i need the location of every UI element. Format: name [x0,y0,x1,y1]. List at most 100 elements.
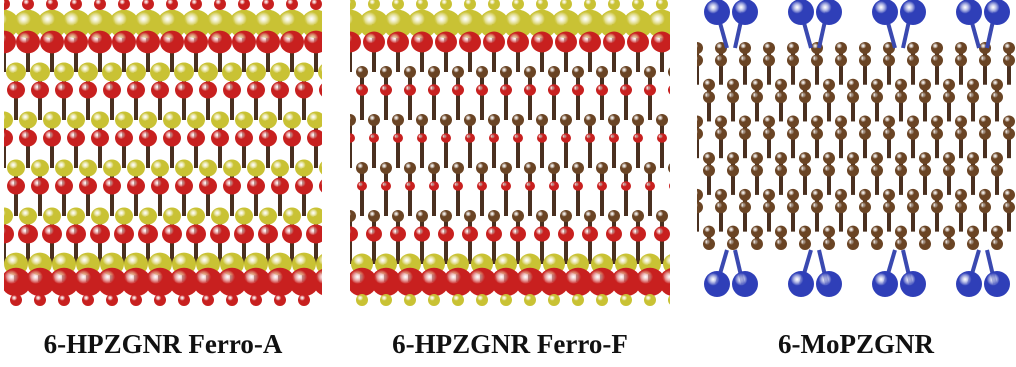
spin-up-lobe [127,81,145,99]
spin-up-lobe [313,268,322,296]
spin-up-lobe [90,224,110,244]
carbon-atom [404,66,416,78]
spin-up-lobe [462,226,478,242]
spin-up-lobe [42,224,62,244]
spin-up-lobe [417,133,427,143]
spin-up-lobe [654,226,670,242]
carbon-atom [883,54,895,67]
spin-down-lobe [133,9,163,39]
carbon-atom [608,210,620,222]
spin-up-lobe [247,81,265,99]
edge-atom [452,294,464,306]
carbon-atom [931,42,943,54]
carbon-atom [787,127,799,140]
carbon-atom [979,201,991,214]
carbon-atom [715,42,727,54]
carbon-atom [715,188,727,201]
carbon-atom [350,114,356,126]
carbon-atom [428,66,440,78]
spin-down-lobe [211,111,229,129]
spin-down-lobe [91,111,109,129]
carbon-atom [751,152,763,165]
spin-up-lobe [235,129,253,147]
carbon-atom [967,78,979,91]
spin-down-lobe [115,111,133,129]
spin-up-lobe [40,30,64,54]
edge-atom [58,294,70,306]
carbon-atom [548,66,560,78]
spin-up-lobe [459,31,481,53]
carbon-atom [476,162,488,174]
carbon-atom [739,42,751,54]
spin-up-lobe [115,129,133,147]
carbon-atom [452,66,464,78]
spin-up-lobe [414,226,430,242]
edge-atom [70,0,82,10]
spin-down-lobe [198,62,218,82]
edge-atom [262,0,274,10]
carbon-atom [440,114,452,126]
carbon-atom [871,152,883,165]
spin-up-lobe [404,84,416,96]
edge-atom [584,0,596,10]
carbon-atom [596,66,608,78]
spin-up-lobe [525,181,535,191]
spin-down-lobe [359,9,389,39]
spin-down-lobe [55,159,73,177]
carbon-atom [536,210,548,222]
spin-down-lobe [115,207,133,225]
spin-up-lobe [271,81,289,99]
spin-up-lobe [18,224,38,244]
carbon-atom [991,238,1003,250]
carbon-atom [799,225,811,238]
spin-up-lobe [114,224,134,244]
carbon-atom [883,127,895,140]
carbon-atom [955,115,967,128]
carbon-atom [1003,115,1015,128]
spin-up-lobe [49,267,79,297]
spin-up-lobe [271,177,289,195]
spin-up-lobe [435,31,457,53]
carbon-atom [931,127,943,140]
carbon-atom [799,238,811,250]
carbon-atom [811,188,823,201]
spin-density-ferro-a [4,0,322,306]
spin-down-lobe [246,62,266,82]
carbon-atom [668,163,670,173]
mo-atom [704,0,730,25]
carbon-atom [859,188,871,201]
carbon-atom [775,225,787,238]
carbon-atom [715,127,727,140]
spin-up-lobe [596,84,608,96]
carbon-atom [871,78,883,91]
carbon-atom [739,127,751,140]
carbon-atom [512,114,524,126]
spin-up-lobe [393,133,403,143]
carbon-atom [919,238,931,250]
edge-atom [238,0,250,10]
spin-up-lobe [16,30,40,54]
spin-down-lobe [235,111,253,129]
spin-up-lobe [531,31,553,53]
spin-up-lobe [258,224,278,244]
spin-up-lobe [611,267,641,297]
spin-up-lobe [139,129,157,147]
spin-up-lobe [510,226,526,242]
carbon-atom [763,115,775,128]
carbon-atom [895,152,907,165]
carbon-atom [979,188,991,201]
spin-down-lobe [187,111,205,129]
carbon-atom [763,188,775,201]
carbon-atom [596,162,608,174]
carbon-atom [907,188,919,201]
spin-down-lobe [85,9,115,39]
carbon-atom [560,114,572,126]
spin-down-lobe [647,9,670,39]
carbon-atom [703,225,715,238]
carbon-atom [584,114,596,126]
spin-down-lobe [91,207,109,225]
spin-up-lobe [476,84,488,96]
carbon-atom [835,188,847,201]
spin-down-lobe [599,9,629,39]
spin-down-lobe [283,207,301,225]
